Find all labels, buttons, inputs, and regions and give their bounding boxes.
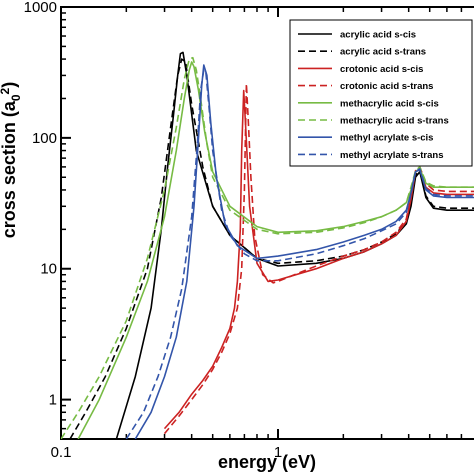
legend-entry: crotonic acid s-cis [340,64,423,75]
series-line-5 [61,56,474,439]
series-line-6 [134,64,474,439]
x-axis-label: energy (eV) [218,452,316,472]
legend-entry: acrylic acid s-trans [340,47,426,58]
legend-entry: acrylic acid s-cis [340,30,416,41]
y-axis-label-sup: 2 [0,87,12,94]
legend-entry: methyl acrylate s-cis [340,133,433,144]
y-tick-label: 1000 [24,0,57,16]
axes: 0.1 1 1 10 100 1000 [24,0,474,461]
series-lines [61,51,474,439]
x-tick-label: 0.1 [51,444,72,461]
legend-box [289,19,473,167]
y-axis-label-sub: 0 [9,94,23,101]
legend: acrylic acid s-cis acrylic acid s-trans cr… [289,19,473,167]
y-tick-label: 10 [40,261,57,278]
y-axis-label: cross section (a02) [0,82,23,238]
legend-entry: methacrylic acid s-cis [340,98,439,109]
y-tick-label: 1 [49,392,57,409]
x-tick-label: 1 [274,444,282,461]
y-axis-label-main: cross section (a [0,100,19,238]
legend-entry: crotonic acid s-trans [340,81,433,92]
y-axis-label-close: ) [0,82,19,88]
legend-entry: methacrylic acid s-trans [340,116,449,127]
y-tick-label: 100 [32,130,57,147]
series-line-7 [125,69,474,439]
series-line-0 [115,51,474,439]
legend-entry: methyl acrylate s-trans [340,150,444,161]
